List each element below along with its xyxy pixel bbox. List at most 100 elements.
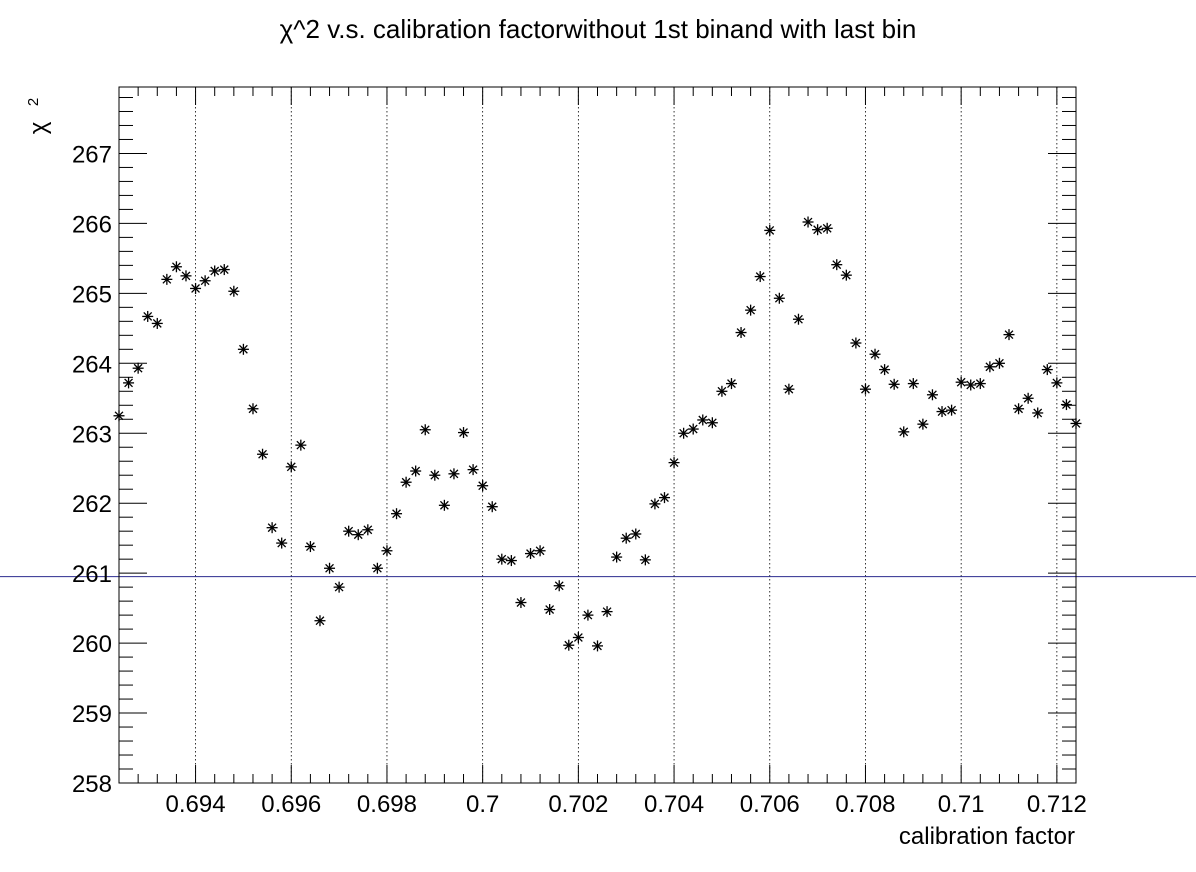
data-point (611, 551, 623, 563)
data-point-stroke (277, 538, 287, 548)
data-point-stroke (631, 529, 641, 539)
data-point-stroke (497, 554, 507, 564)
data-point-stroke (162, 274, 172, 284)
y-tick-label: 266 (72, 211, 112, 238)
data-point (630, 528, 642, 540)
data-point-stroke (736, 328, 746, 337)
x-tick-label: 0.694 (166, 791, 226, 818)
data-point-stroke (181, 271, 191, 281)
x-tick-label: 0.706 (740, 791, 800, 818)
data-point (965, 379, 977, 391)
data-point (458, 427, 470, 439)
data-point (1041, 364, 1053, 376)
data-point-stroke (526, 549, 535, 558)
data-point-stroke (191, 284, 200, 293)
x-tick-label: 0.7 (466, 791, 499, 818)
data-point-stroke (966, 380, 976, 390)
data-point-stroke (832, 260, 842, 270)
data-point-stroke (1042, 365, 1052, 375)
data-point (888, 378, 900, 390)
data-point-stroke (765, 225, 775, 235)
data-point-stroke (784, 384, 794, 394)
data-point-stroke (229, 286, 239, 296)
data-point (352, 529, 364, 541)
data-point (745, 304, 757, 316)
data-point (333, 581, 345, 593)
data-point (946, 404, 958, 416)
data-point-stroke (133, 363, 143, 373)
data-point (113, 410, 125, 422)
data-point-stroke (1004, 330, 1014, 340)
data-point (553, 580, 565, 592)
data-point (505, 555, 517, 567)
data-point-stroke (305, 542, 315, 551)
data-point (993, 357, 1005, 369)
data-point (544, 604, 556, 616)
data-point-stroke (1052, 378, 1062, 388)
data-point (209, 265, 221, 277)
data-point-stroke (392, 509, 401, 519)
data-point-stroke (564, 640, 574, 650)
data-point (697, 414, 709, 426)
y-axis-label-superscript: 2 (25, 98, 42, 106)
data-point-stroke (707, 418, 717, 428)
x-tick-label: 0.698 (357, 791, 417, 818)
data-point-stroke (468, 465, 478, 475)
data-point (658, 492, 670, 504)
data-point-stroke (803, 217, 813, 227)
x-axis-label: calibration factor (899, 823, 1075, 850)
data-point (381, 545, 393, 557)
data-point (467, 464, 479, 476)
data-point (678, 427, 690, 439)
data-point (496, 553, 508, 565)
data-point (247, 403, 259, 415)
data-point-stroke (315, 616, 325, 626)
data-point (802, 216, 814, 228)
y-tick-label: 263 (72, 421, 112, 448)
data-point-stroke (238, 344, 248, 354)
data-point (869, 348, 881, 360)
x-tick-label: 0.696 (261, 791, 321, 818)
data-point-stroke (899, 427, 909, 437)
data-point (898, 426, 910, 438)
data-point-stroke (382, 546, 392, 556)
data-point-stroke (794, 314, 803, 324)
data-point (1070, 417, 1082, 429)
data-point-stroke (401, 477, 411, 487)
data-point-stroke (372, 563, 382, 573)
data-point-stroke (679, 428, 689, 438)
y-axis-label: χ 2 (25, 98, 52, 134)
x-tick-label: 0.712 (1027, 791, 1087, 818)
data-point-stroke (430, 470, 440, 480)
data-point (1060, 399, 1072, 411)
data-point (314, 615, 326, 627)
data-point-stroke (172, 262, 181, 272)
data-point (620, 532, 632, 544)
data-point (1032, 407, 1044, 419)
data-point (1022, 392, 1034, 404)
data-point-stroke (219, 265, 229, 274)
data-point (725, 378, 737, 390)
data-point-stroke (325, 563, 334, 573)
data-point-stroke (717, 386, 727, 396)
axes (118, 87, 1077, 784)
data-point (754, 271, 766, 283)
data-point-stroke (669, 458, 679, 468)
data-point-stroke (439, 500, 449, 510)
y-tick-label: 262 (72, 491, 112, 518)
data-point-stroke (114, 411, 124, 421)
data-point (199, 275, 211, 287)
data-point (955, 376, 967, 388)
data-point (1051, 377, 1063, 389)
data-point-stroke (841, 270, 851, 280)
data-point-stroke (1062, 400, 1071, 409)
data-point (285, 461, 297, 473)
data-point-stroke (995, 358, 1004, 368)
y-tick-label: 259 (72, 701, 112, 728)
data-point (400, 476, 412, 488)
data-point-stroke (688, 424, 698, 434)
data-point-stroke (621, 533, 631, 543)
data-point-stroke (727, 379, 736, 389)
data-point (1003, 329, 1015, 341)
